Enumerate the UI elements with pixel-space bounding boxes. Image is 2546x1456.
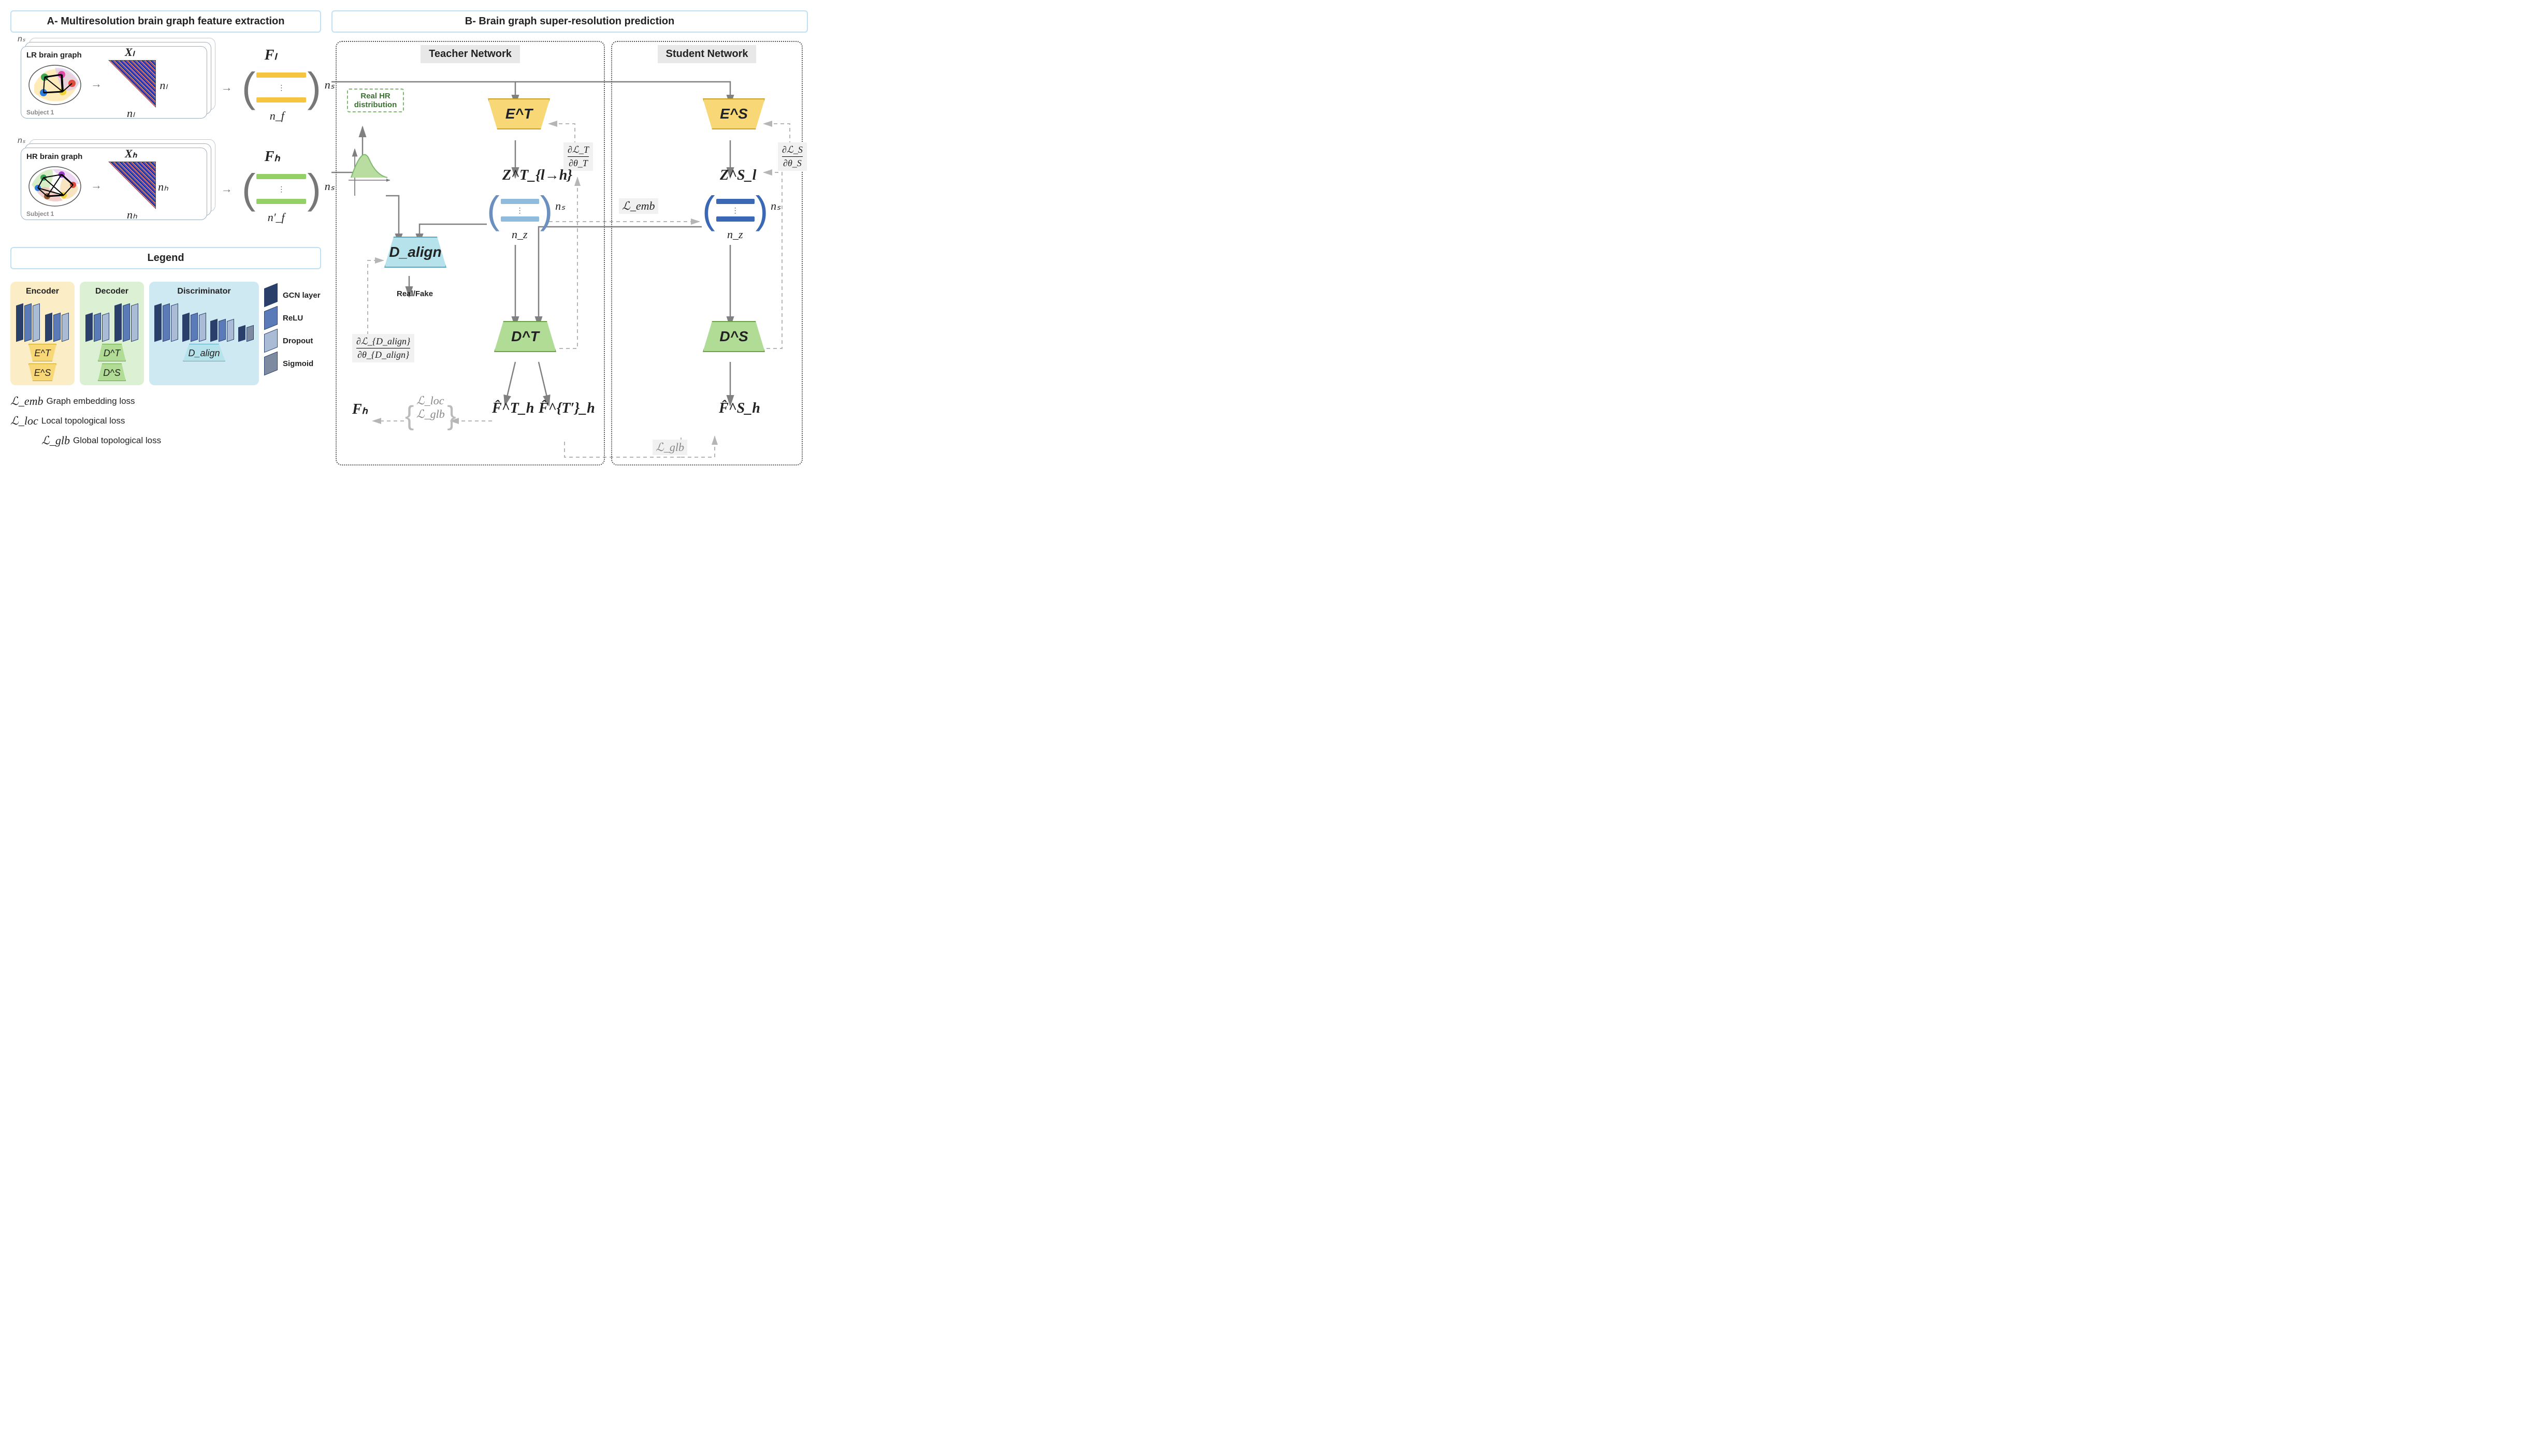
disc-col-title: Discriminator (154, 287, 254, 296)
decoder-legend: Decoder D^T D^S (80, 282, 144, 385)
Fh-block: Fₕ ( ⋮ ) nₛ n′_f (242, 165, 321, 213)
nh-label-r: nₕ (158, 180, 168, 194)
Xl-label: Xₗ (125, 46, 134, 59)
encoder-col-title: Encoder (16, 287, 69, 296)
subject-tag-hr: Subject 1 (26, 210, 54, 217)
lr-matrix (108, 60, 156, 108)
encoder-legend: Encoder E^T E^S (10, 282, 75, 385)
brain-icon (26, 62, 83, 108)
legend-title: Legend (10, 247, 321, 269)
nh-label-b: nₕ (127, 208, 137, 222)
lr-row: nₛ LR brain graph (10, 41, 321, 134)
Fl-block: Fₗ ( ⋮ ) nₛ n_f (242, 64, 321, 111)
DT-node: D^T (494, 321, 556, 352)
loss-glb: ℒ_glbGlobal topological loss (41, 434, 161, 447)
ES-node: E^S (703, 98, 765, 129)
nl-label-b: nₗ (127, 107, 135, 120)
Fl-label: Fₗ (265, 46, 277, 64)
ns-icon: nₛ (18, 135, 25, 145)
FhatS-label: F̂^S_h (719, 400, 760, 417)
lr-card-stack: nₛ LR brain graph (21, 46, 212, 124)
lr-card: LR brain graph (21, 46, 207, 119)
real-hr-box: Real HR distribution (347, 89, 404, 112)
arrow-icon: → (91, 77, 102, 91)
nfp-Fh: n′_f (268, 211, 285, 224)
dLD-frac: ∂ℒ_{D_align}∂θ_{D_align} (352, 334, 414, 362)
panel-a-title: A- Multiresolution brain graph feature e… (10, 10, 321, 33)
diagram-root: A- Multiresolution brain graph feature e… (10, 10, 808, 466)
Dalign-badge: D_align (183, 344, 225, 361)
lr-title: LR brain graph (26, 51, 201, 60)
distribution-icon (346, 141, 393, 188)
dLT-frac: ∂ℒ_T∂θ_T (563, 142, 593, 171)
loss-loc: ℒ_locLocal topological loss (10, 414, 125, 428)
key-gcn: GCN layer (264, 286, 321, 304)
Lemb-label: ℒ_emb (619, 198, 658, 214)
right-column: B- Brain graph super-resolution predicti… (331, 10, 808, 466)
brain-icon (26, 163, 83, 210)
Xh-label: Xₕ (125, 147, 137, 161)
key-relu: ReLU (264, 309, 321, 327)
nf-Fl: n_f (270, 109, 284, 123)
Dalign-node: D_align (384, 237, 446, 268)
hr-card: HR brain graph (21, 148, 207, 220)
ZS-block: ( ⋮ ) nₛ n_z (702, 188, 768, 232)
hr-row: nₛ HR brain graph (10, 142, 321, 236)
ns-icon: nₛ (18, 34, 25, 44)
student-title: Student Network (658, 45, 757, 63)
legend-body: Encoder E^T E^S Decoder (10, 278, 321, 447)
ET-badge: E^T (28, 344, 56, 361)
Lglb-bottom: ℒ_glb (653, 440, 687, 455)
ZT-label: Z^T_{l→h} (502, 167, 572, 184)
arrow-icon: → (91, 179, 102, 192)
FhatT-label: F̂^T_h (492, 400, 534, 417)
DT-badge: D^T (98, 344, 126, 361)
discriminator-legend: Discriminator D_align (149, 282, 259, 385)
DS-node: D^S (703, 321, 765, 352)
ZS-label: Z^S_l (720, 167, 756, 184)
LlocLglb-brace: { ℒ_loc ℒ_glb } (405, 394, 456, 431)
decoder-col-title: Decoder (85, 287, 139, 296)
key-dropout: Dropout (264, 331, 321, 350)
nl-label-r: nₗ (160, 79, 167, 92)
dLS-frac: ∂ℒ_S∂θ_S (778, 142, 807, 171)
ZT-block: ( ⋮ ) nₛ n_z (487, 188, 553, 232)
arrow-icon: → (221, 182, 233, 196)
panel-b-title: B- Brain graph super-resolution predicti… (331, 10, 808, 33)
key-sigmoid: Sigmoid (264, 354, 321, 373)
ES-badge: E^S (28, 363, 56, 381)
DS-badge: D^S (98, 363, 126, 381)
teacher-title: Teacher Network (421, 45, 520, 63)
hr-matrix (108, 162, 156, 209)
Fh-label: Fₕ (265, 148, 280, 165)
ET-node: E^T (488, 98, 550, 129)
Fh-out: Fₕ (352, 400, 368, 418)
left-column: A- Multiresolution brain graph feature e… (10, 10, 321, 466)
real-fake-label: Real/Fake (397, 289, 433, 298)
FhatTp-label: F̂^{T′}_h (539, 400, 595, 417)
loss-emb: ℒ_embGraph embedding loss (10, 395, 135, 408)
hr-title: HR brain graph (26, 152, 201, 161)
arrow-icon: → (221, 81, 233, 94)
subject-tag-lr: Subject 1 (26, 109, 54, 116)
hr-card-stack: nₛ HR brain graph (21, 148, 212, 225)
